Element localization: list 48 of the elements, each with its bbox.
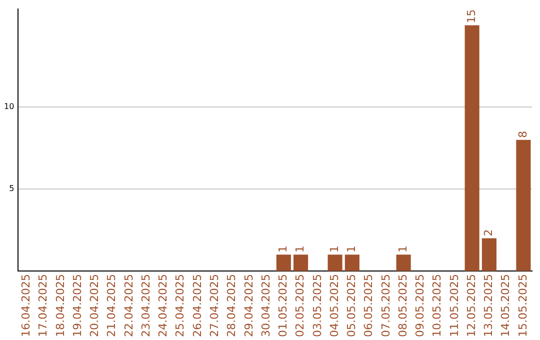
x-tick-label: 12.05.2025: [464, 274, 478, 338]
data-label: 1: [276, 246, 290, 253]
data-label: 1: [294, 246, 307, 253]
x-tick-label: 04.05.2025: [328, 274, 341, 338]
x-tick-label: 30.04.2025: [259, 274, 272, 338]
x-tick-label: 25.04.2025: [174, 274, 187, 338]
data-label: 15: [464, 9, 478, 24]
x-tick-label: 06.05.2025: [362, 274, 376, 338]
data-label: 1: [396, 246, 410, 253]
y-tick-label: 10: [4, 102, 14, 112]
x-tick-label: 28.04.2025: [225, 274, 238, 338]
x-tick-label: 20.04.2025: [88, 274, 102, 338]
x-tick-label: 19.04.2025: [70, 274, 84, 338]
x-tick-label: 07.05.2025: [379, 274, 392, 338]
x-tick-label: 17.04.2025: [36, 274, 50, 338]
x-tick-label: 03.05.2025: [310, 274, 324, 338]
bar: [294, 254, 308, 272]
x-tick-label: 29.04.2025: [242, 274, 256, 338]
bar: [396, 254, 411, 272]
x-tick-label: 22.04.2025: [122, 274, 136, 338]
x-tick-label: 13.05.2025: [482, 274, 496, 338]
bar: [328, 254, 342, 272]
x-tick-label: 24.04.2025: [156, 274, 170, 338]
x-tick-label: 15.05.2025: [516, 274, 530, 338]
x-tick-label: 26.04.2025: [190, 274, 204, 338]
bar: [344, 254, 360, 272]
x-tick-label: 23.04.2025: [139, 274, 152, 338]
data-label: 8: [516, 130, 530, 138]
x-tick-label: 02.05.2025: [294, 274, 307, 338]
x-tick-label: 21.04.2025: [105, 274, 118, 338]
x-tick-label: 18.04.2025: [54, 274, 67, 338]
bar: [516, 140, 531, 272]
data-label: 2: [482, 229, 496, 236]
y-tick-label: 5: [9, 184, 14, 194]
x-tick-label: 10.05.2025: [430, 274, 444, 338]
x-tick-label: 09.05.2025: [414, 274, 427, 338]
x-tick-label: 01.05.2025: [276, 274, 290, 338]
bar: [276, 254, 291, 272]
bar: [482, 238, 496, 272]
x-tick-label: 16.04.2025: [20, 274, 33, 338]
bar: [464, 25, 480, 272]
data-label: 1: [345, 246, 358, 253]
x-tick-label: 08.05.2025: [396, 274, 410, 338]
x-tick-label: 11.05.2025: [448, 274, 461, 338]
x-tick-label: 27.04.2025: [208, 274, 222, 338]
x-tick-label: 05.05.2025: [345, 274, 358, 338]
x-tick-label: 14.05.2025: [499, 274, 512, 338]
data-label: 1: [328, 246, 341, 253]
